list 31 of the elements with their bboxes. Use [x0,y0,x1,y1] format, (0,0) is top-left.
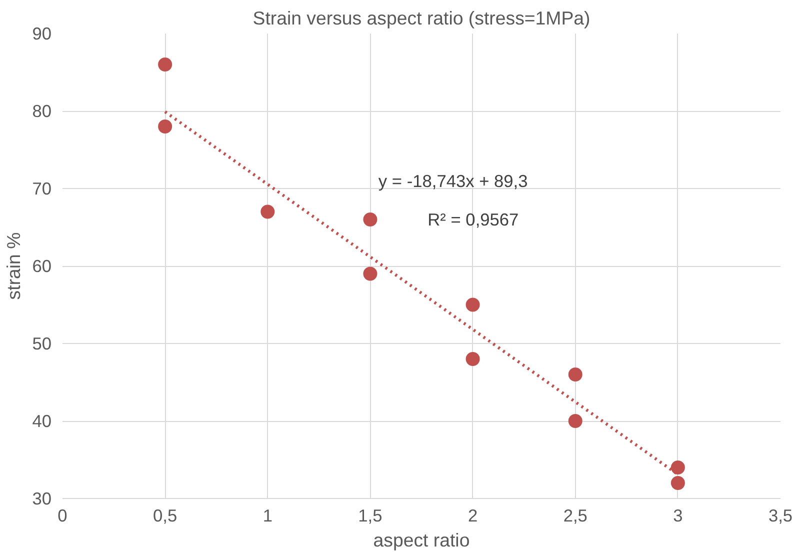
point [670,460,685,474]
x-tick-label: 0 [58,506,68,526]
x-tick-label: 2 [468,506,478,526]
point [363,266,378,281]
x-tick-label: 1 [262,506,272,526]
y-tick-label: 60 [32,256,52,276]
point [568,368,582,382]
annotation: y = -18,743x + 89,3 [378,170,528,191]
point [158,120,172,134]
x-tick-label: 3 [673,506,683,526]
x-tick-label: 0,5 [153,506,178,526]
y-tick-label: 30 [32,488,52,508]
y-tick-label: 70 [32,178,52,198]
point [260,204,275,219]
chart-title: Strain versus aspect ratio (stress=1MPa) [252,8,590,28]
point [568,414,582,428]
annotation: R² = 0,9567 [428,210,519,230]
x-axis-title: aspect ratio [373,530,470,550]
y-tick-label: 90 [32,24,52,44]
y-axis-title: strain % [3,232,24,300]
point [466,352,480,366]
point [466,298,480,312]
point [158,58,172,72]
y-tick-label: 80 [32,101,52,121]
x-tick-label: 2,5 [563,506,588,526]
y-tick-label: 40 [32,411,52,431]
y-tick-label: 50 [32,334,52,354]
x-tick-label: 3,5 [768,506,793,526]
point [670,476,685,490]
x-tick-label: 1,5 [358,506,382,526]
point [363,212,378,226]
